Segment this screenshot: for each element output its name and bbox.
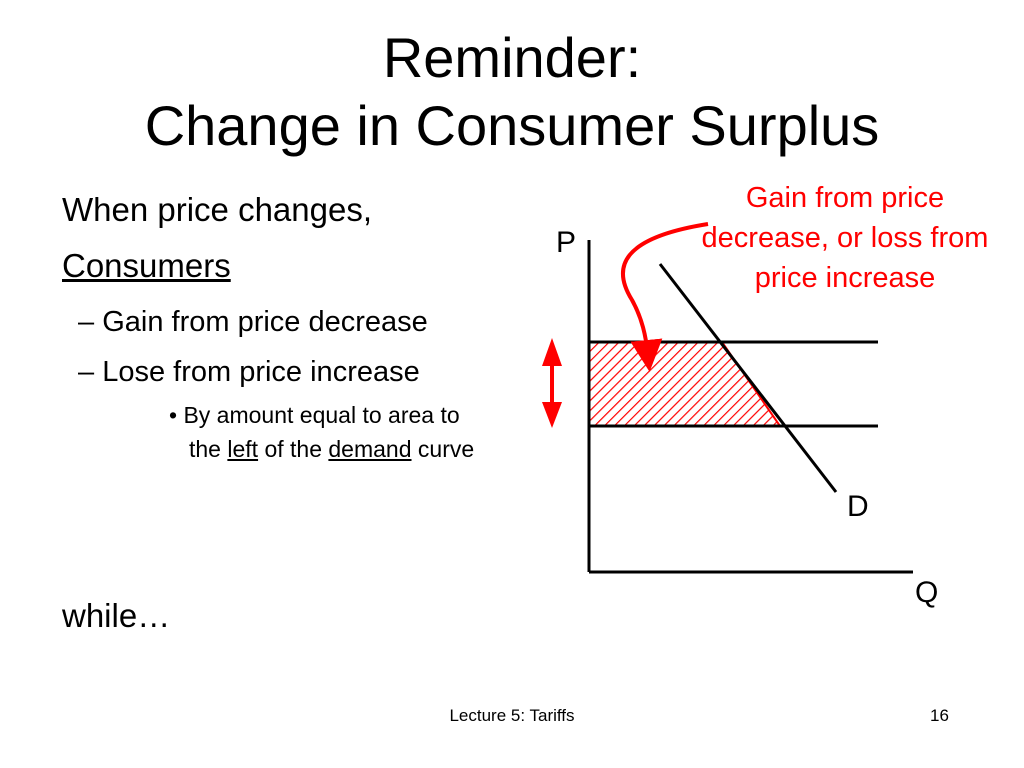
group-heading: Consumers	[62, 246, 492, 286]
sub-bullet-text-3: curve	[411, 436, 475, 462]
intro-text: When price changes,	[62, 191, 373, 228]
arrow-down-head	[542, 402, 562, 428]
bullet-text: Lose from price increase	[102, 356, 420, 388]
left-word: left	[227, 436, 259, 462]
group-label: Consumers	[62, 247, 231, 284]
demand-label: D	[847, 490, 869, 523]
sub-bullet-text-1: By amount equal to area to the	[183, 402, 460, 462]
title-line-1: Reminder:	[382, 26, 642, 89]
bullet-dash: –	[78, 306, 95, 338]
x-axis-label: Q	[915, 576, 938, 609]
closing-text: while…	[62, 597, 171, 634]
bullet-lose: – Lose from price increase	[62, 352, 492, 392]
sub-bullet: • By amount equal to area to the left of…	[62, 398, 492, 466]
surplus-annotation: Gain from price decrease, or loss from p…	[701, 182, 989, 294]
bullet-dash: –	[78, 356, 95, 388]
y-axis-label: P	[556, 226, 576, 259]
slide-title: Reminder: Change in Consumer Surplus	[0, 24, 1024, 160]
title-line-2: Change in Consumer Surplus	[144, 94, 880, 157]
slide-footer: Lecture 5: Tariffs	[449, 706, 575, 725]
bullet-text: Gain from price decrease	[102, 306, 428, 338]
page-number: 16	[930, 706, 949, 725]
bullet-list: When price changes, Consumers – Gain fro…	[62, 190, 492, 466]
sub-bullet-text-2: of the	[258, 436, 329, 462]
arrow-up-head	[542, 338, 562, 366]
demand-word: demand	[328, 436, 412, 462]
sub-bullet-marker: •	[169, 402, 178, 428]
bullet-gain: – Gain from price decrease	[62, 302, 492, 342]
annotation-pointer-arrow	[621, 222, 709, 372]
demand-curve	[658, 263, 838, 493]
